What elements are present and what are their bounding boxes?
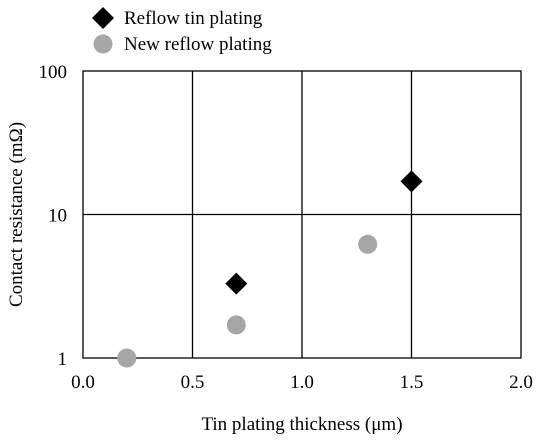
- plot-area-frame: [82, 70, 522, 359]
- x-axis-ticks: 0.0 0.5 1.0 1.5 2.0: [71, 372, 533, 393]
- gridlines: [83, 71, 521, 358]
- legend-circle-icon: [93, 34, 113, 54]
- x-tick-label: 0.0: [71, 372, 95, 393]
- x-axis-label: Tin plating thickness (μm): [201, 414, 402, 435]
- new-reflow-plating-point: [117, 348, 137, 368]
- y-tick-label: 100: [39, 62, 68, 83]
- new-reflow-plating-point: [358, 234, 378, 254]
- y-tick-label: 10: [48, 206, 67, 227]
- reflow-tin-plating-point: [400, 170, 423, 193]
- x-tick-label: 1.5: [400, 372, 424, 393]
- y-axis-ticks: 1 10 100: [39, 62, 68, 370]
- new-reflow-plating-point: [226, 315, 246, 335]
- legend: Reflow tin plating New reflow plating: [92, 7, 272, 55]
- x-tick-label: 1.0: [290, 372, 314, 393]
- reflow-tin-plating-point: [225, 272, 248, 295]
- y-tick-label: 1: [58, 349, 68, 370]
- x-tick-label: 2.0: [509, 372, 533, 393]
- legend-label: Reflow tin plating: [124, 8, 263, 29]
- legend-diamond-icon: [92, 7, 114, 29]
- legend-label: New reflow plating: [124, 34, 272, 55]
- y-axis-label: Contact resistance (mΩ): [6, 122, 27, 307]
- data-points: [117, 170, 423, 368]
- x-tick-label: 0.5: [181, 372, 205, 393]
